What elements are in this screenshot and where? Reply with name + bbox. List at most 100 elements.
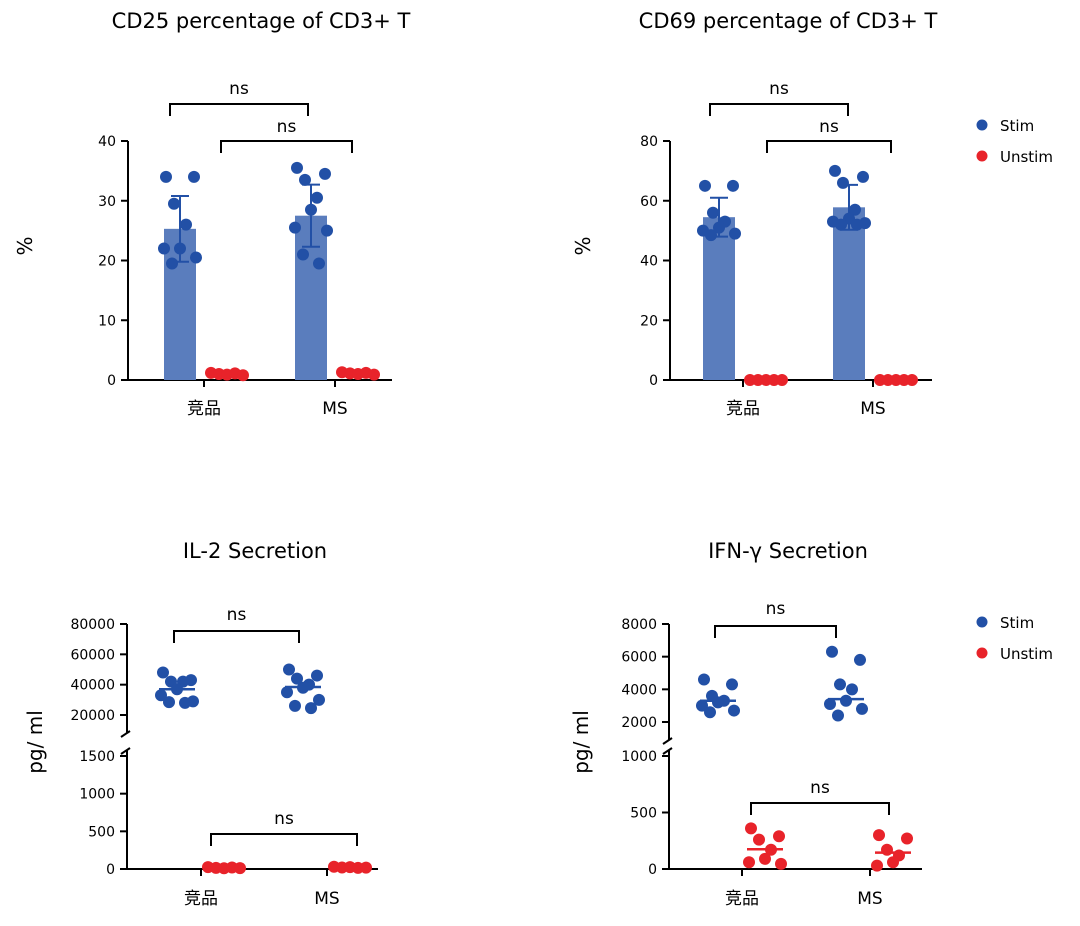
ifng-data-point [824, 698, 836, 711]
ifng-data-point [856, 702, 868, 715]
legend-marker-stim [976, 616, 988, 628]
ifng-data-point [728, 704, 740, 717]
ifng-data-point [871, 859, 883, 872]
cd25-y-axis-label: % [13, 236, 37, 255]
cd69-y-tick-label: 60 [640, 194, 658, 210]
cd69-y-tick-label: 80 [640, 134, 658, 150]
cd69-data-point [857, 170, 869, 183]
cd25-data-point [321, 224, 333, 237]
cd25-significance-0-label: ns [229, 79, 249, 99]
il2-significance-0-label: ns [227, 605, 247, 625]
il2-y-tick-label: 0 [106, 862, 115, 878]
cd25-data-point [158, 242, 170, 255]
cd69-data-point [713, 221, 725, 234]
cd25-data-point [180, 218, 192, 231]
il2-data-point [281, 686, 293, 699]
ifng-y-tick-label: 8000 [621, 617, 657, 633]
ifng-significance-1-bracket [750, 802, 890, 815]
legend-marker-unstim [976, 647, 988, 659]
il2-data-point [305, 702, 317, 715]
cd25-data-point [311, 191, 323, 204]
il2-data-point [289, 699, 301, 712]
cd69-y-tick-label: 0 [649, 373, 658, 389]
ifng-y-tick-label: 2000 [621, 715, 657, 731]
cd69-data-point [851, 218, 863, 231]
cd25-y-tick-label: 30 [98, 194, 116, 210]
il2-y-tick-label: 40000 [70, 678, 115, 694]
il2-significance-1-label: ns [274, 809, 294, 829]
il2-category-label: MS [314, 889, 339, 909]
il2-axis-break-mark [120, 730, 131, 738]
cd69-data-point [829, 164, 841, 177]
cd25-data-point [174, 242, 186, 255]
il2-y-tick-label: 1500 [79, 749, 115, 765]
ifng-significance-0-label: ns [766, 599, 786, 619]
il2-y-tick-label: 80000 [70, 617, 115, 633]
ifng-data-point [846, 683, 858, 696]
il2-y-tick-label: 60000 [70, 647, 115, 663]
cd69-bar [833, 207, 865, 380]
cd69-significance-0-label: ns [769, 79, 789, 99]
cd25-significance-1-label: ns [277, 117, 297, 137]
legend-label-stim: Stim [1000, 117, 1034, 135]
il2-data-point [360, 861, 372, 874]
ifng-data-point [759, 852, 771, 865]
ifng-y-tick-label: 1000 [621, 749, 657, 765]
ifng-data-point [704, 706, 716, 719]
cd69-data-point [776, 374, 788, 386]
cd69-y-axis-label: % [571, 236, 595, 255]
cd69-data-point [705, 229, 717, 242]
il2-y-axis-label: pg/ ml [23, 710, 47, 774]
ifng-axis-break-mark [662, 737, 673, 745]
ifng-data-point [753, 833, 765, 846]
il2-data-point [163, 696, 175, 709]
ifng-y-axis-label: pg/ ml [569, 710, 593, 774]
ifng-data-point [881, 843, 893, 856]
cd69-category-label: 竞品 [726, 399, 760, 419]
cd69-data-point [835, 218, 847, 231]
ifng-data-point [745, 822, 757, 835]
cd25-data-point [368, 368, 380, 381]
legend-label-stim: Stim [1000, 614, 1034, 632]
cd25-category-label: MS [322, 399, 347, 419]
cd69-data-point [707, 206, 719, 219]
il2-data-point [155, 689, 167, 702]
il2-y-tick-label: 500 [88, 824, 115, 840]
cd25-data-point [305, 203, 317, 216]
ifng-data-point [854, 653, 866, 666]
cd69-data-point [849, 203, 861, 216]
ifng-data-point [698, 673, 710, 686]
cd69-significance-1-label: ns [819, 117, 839, 137]
cd25-data-point [188, 170, 200, 183]
ifng-data-point [743, 856, 755, 869]
il2-y-tick-label: 20000 [70, 708, 115, 724]
cd69-significance-0-bracket [709, 103, 849, 116]
ifng-data-point [901, 832, 913, 845]
il2-significance-1-bracket [210, 833, 358, 846]
ifng-data-point [765, 843, 777, 856]
il2-data-point [311, 669, 323, 682]
cd25-category-label: 竞品 [187, 399, 221, 419]
cd69-data-point [906, 374, 918, 386]
legend-label-unstim: Unstim [1000, 148, 1053, 166]
legend-marker-unstim [976, 150, 988, 162]
cd25-data-point [291, 161, 303, 174]
cd69-title: CD69 percentage of CD3+ T [639, 9, 938, 33]
ifng-data-point [775, 857, 787, 870]
ifng-data-point [726, 678, 738, 691]
ifng-data-point [887, 856, 899, 869]
cd25-significance-1-bracket [220, 140, 353, 153]
cd69-data-point [729, 227, 741, 240]
cd25-y-tick-label: 40 [98, 134, 116, 150]
cd69-y-tick-label: 40 [640, 254, 658, 270]
il2-significance-0-bracket [173, 630, 300, 643]
il2-data-point [291, 672, 303, 685]
cd25-significance-0-bracket [169, 103, 309, 116]
cd25-data-point [313, 257, 325, 270]
il2-title: IL-2 Secretion [183, 539, 327, 563]
cd69-significance-1-bracket [766, 140, 892, 153]
ifng-y-tick-label: 500 [630, 806, 657, 822]
ifng-data-point [826, 645, 838, 658]
cd25-data-point [289, 221, 301, 234]
ifng-axis-break-mark [662, 747, 673, 755]
